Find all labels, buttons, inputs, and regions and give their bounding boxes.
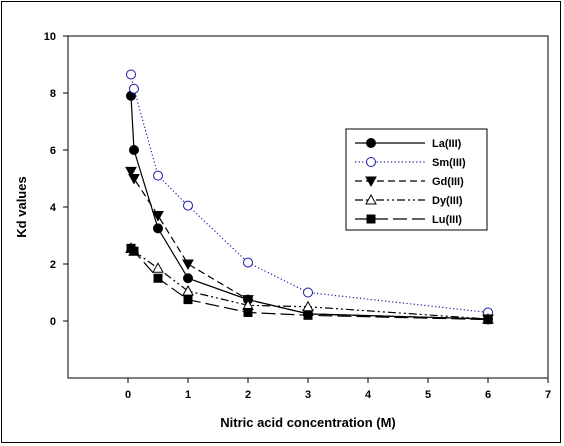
data-point	[129, 83, 139, 94]
y-tick-label: 8	[50, 88, 56, 100]
x-tick-label: 0	[125, 389, 131, 401]
data-point	[129, 145, 139, 155]
legend-item: Lu(III)	[355, 214, 462, 226]
legend-label: La(III)	[432, 138, 462, 150]
data-point	[153, 273, 163, 283]
x-tick-label: 1	[185, 389, 191, 401]
legend-label: Gd(III)	[432, 176, 464, 188]
x-tick-label: 6	[485, 389, 491, 401]
y-tick-label: 2	[50, 259, 56, 271]
x-axis: 0 1 2 3 4 5 6 7	[125, 378, 551, 401]
data-point	[183, 200, 193, 211]
y-tick-label: 10	[44, 31, 56, 43]
x-axis-title: Nitric acid concentration (M)	[220, 415, 396, 430]
data-point	[303, 287, 313, 298]
data-point	[125, 166, 137, 178]
legend-marker	[366, 214, 376, 224]
legend-item: Sm(III)	[355, 157, 466, 169]
legend-marker	[366, 138, 376, 148]
data-point	[126, 69, 136, 80]
x-tick-label: 7	[545, 389, 551, 401]
y-tick-label: 6	[50, 145, 56, 157]
legend-marker	[365, 176, 377, 188]
legend-marker	[366, 157, 376, 167]
x-tick-label: 3	[305, 389, 311, 401]
legend-label: Lu(III)	[432, 214, 462, 226]
data-point	[243, 257, 253, 268]
data-point	[182, 259, 194, 271]
data-point	[152, 211, 164, 222]
data-point	[128, 174, 140, 185]
data-point	[152, 262, 164, 273]
legend-item: Dy(III)	[355, 193, 463, 207]
legend: La(III) Sm(III) Gd(III) Dy(III) Lu(III)	[355, 138, 466, 226]
y-axis-title: Kd values	[14, 176, 29, 237]
x-tick-label: 2	[245, 389, 251, 401]
data-point	[129, 246, 139, 256]
x-tick-label: 5	[425, 389, 431, 401]
data-point	[183, 295, 193, 305]
series-layer	[125, 69, 494, 326]
series-smiii	[126, 69, 493, 318]
legend-item: Gd(III)	[355, 176, 464, 188]
data-point	[483, 315, 493, 325]
data-point	[303, 310, 313, 320]
legend-label: Sm(III)	[432, 157, 466, 169]
legend-item: La(III)	[355, 138, 462, 150]
x-tick-label: 4	[365, 389, 372, 401]
data-point	[153, 223, 163, 234]
y-tick-label: 4	[50, 202, 57, 214]
data-point	[243, 307, 253, 317]
data-point	[302, 300, 314, 312]
series-luiii	[126, 243, 493, 325]
y-tick-label: 0	[50, 316, 56, 328]
y-axis: 0 2 4 6 8 10	[44, 31, 68, 328]
legend-label: Dy(III)	[432, 195, 463, 207]
legend-marker	[365, 193, 377, 205]
data-point	[153, 170, 163, 181]
data-point	[183, 273, 193, 284]
data-point	[182, 285, 194, 296]
